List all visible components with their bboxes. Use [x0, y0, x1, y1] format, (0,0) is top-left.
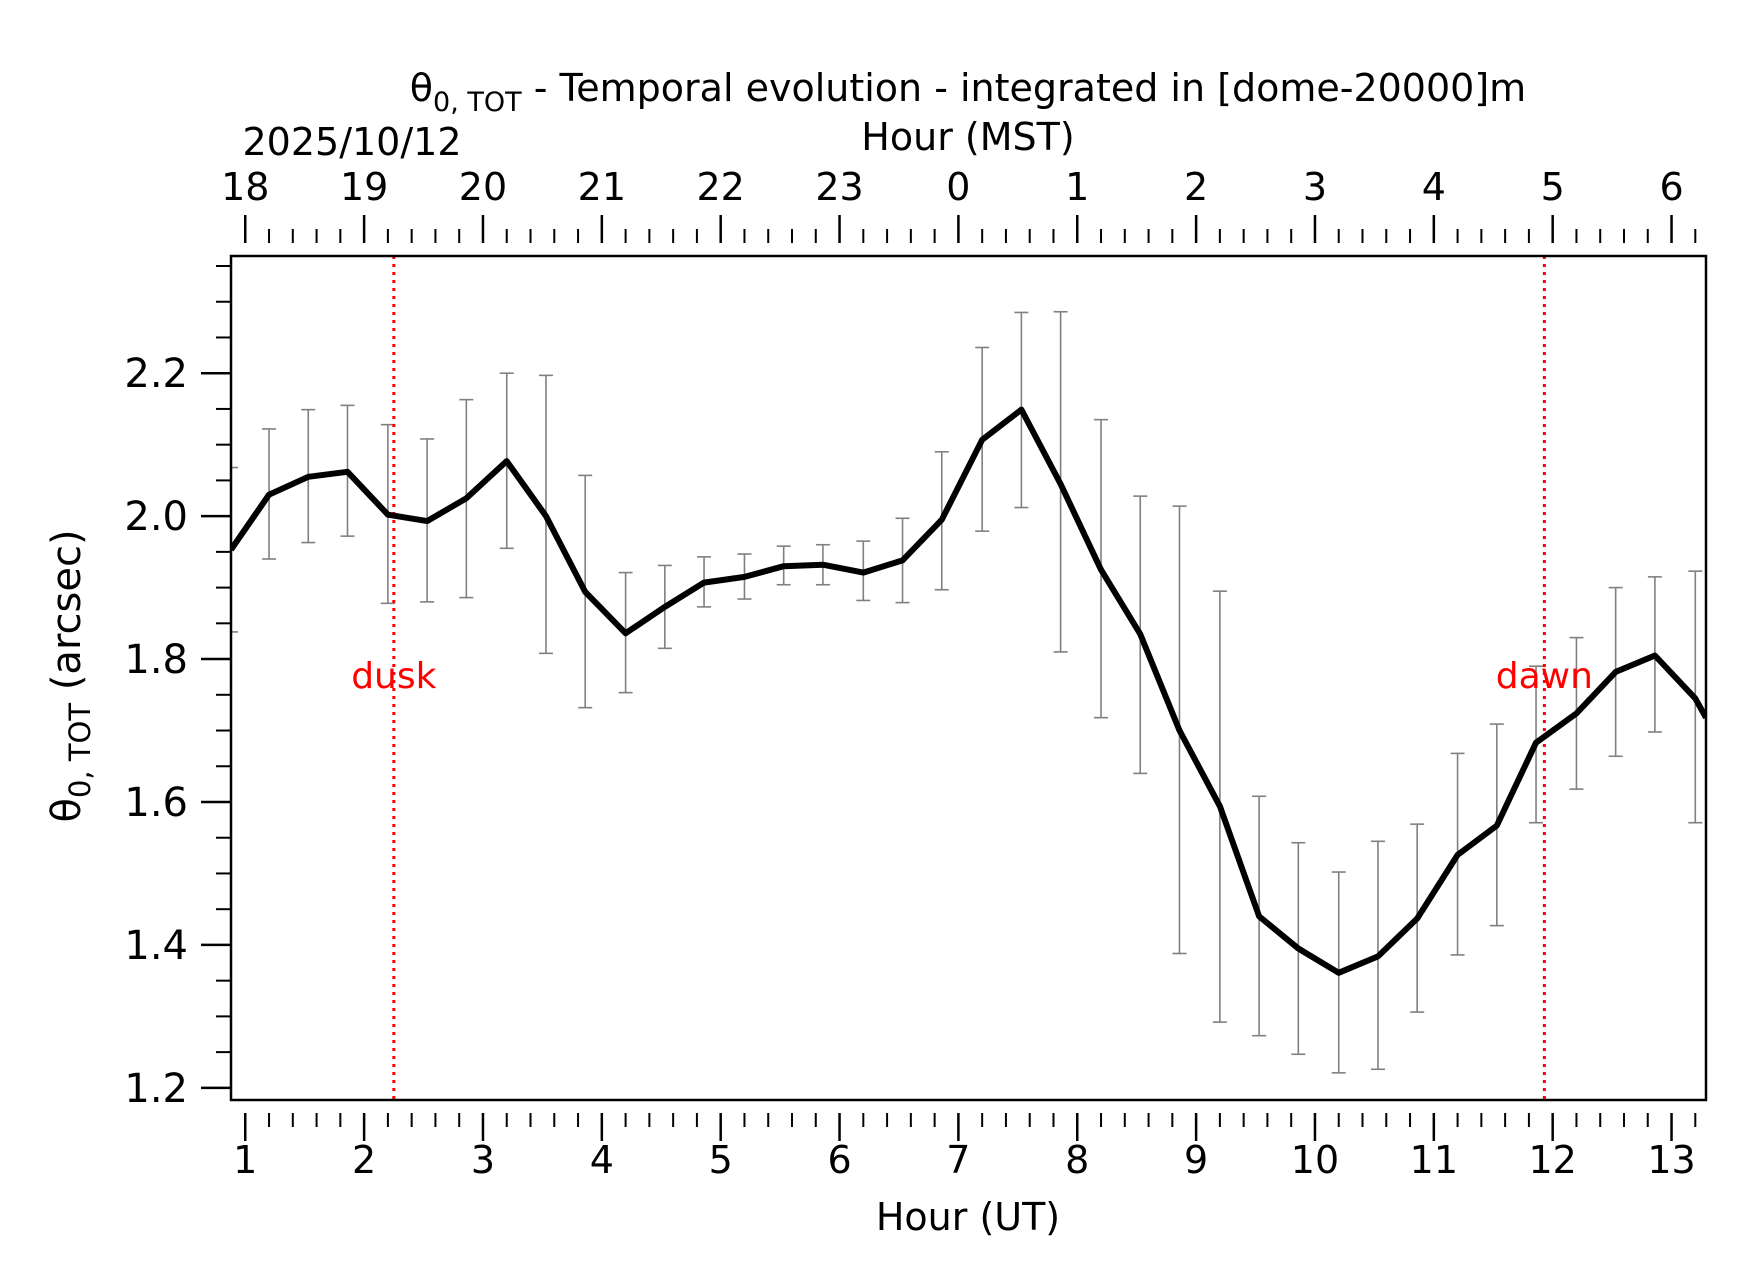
x-tick-label: 10 — [1291, 1138, 1339, 1182]
date-label: 2025/10/12 — [242, 120, 461, 164]
x-tick-label: 3 — [471, 1138, 495, 1182]
plot-area: dusk dawn — [231, 256, 1706, 1100]
axes: 1182193204215226237081921031141251361.21… — [124, 165, 1708, 1182]
x-tick-label: 8 — [1065, 1138, 1089, 1182]
plot-frame — [229, 254, 1708, 1102]
x2-tick-label: 18 — [221, 165, 269, 209]
top-axis-label: Hour (MST) — [861, 115, 1074, 159]
chart-title: θ0, TOT - Temporal evolution - integrate… — [410, 66, 1526, 118]
x2-tick-label: 20 — [459, 165, 507, 209]
y-tick-label: 1.6 — [124, 780, 188, 826]
x-tick-label: 13 — [1647, 1138, 1695, 1182]
dusk-label: dusk — [351, 656, 436, 697]
x-tick-label: 6 — [827, 1138, 851, 1182]
x2-tick-label: 22 — [697, 165, 745, 209]
dawn-label: dawn — [1496, 656, 1593, 697]
x2-tick-label: 23 — [815, 165, 863, 209]
x-tick-label: 2 — [352, 1138, 376, 1182]
x2-tick-label: 3 — [1303, 165, 1327, 209]
x2-tick-label: 1 — [1065, 165, 1089, 209]
y-tick-label: 1.4 — [124, 923, 188, 969]
x2-tick-label: 19 — [340, 165, 388, 209]
x-tick-label: 11 — [1410, 1138, 1458, 1182]
error-bar — [231, 466, 238, 633]
x2-tick-label: 6 — [1659, 165, 1683, 209]
x2-tick-label: 21 — [578, 165, 626, 209]
chart-title-text: - Temporal evolution - integrated in [do… — [522, 66, 1527, 110]
y-tick-label: 1.8 — [124, 637, 188, 683]
y-tick-label: 2.2 — [124, 351, 188, 397]
y-axis-label-text: (arcsec) — [44, 529, 90, 702]
x-tick-label: 7 — [946, 1138, 970, 1182]
chart-title-symbol: θ — [410, 66, 433, 110]
x2-tick-label: 4 — [1422, 165, 1446, 209]
x-tick-label: 9 — [1184, 1138, 1208, 1182]
x2-tick-label: 0 — [946, 165, 970, 209]
plot-content — [231, 256, 1706, 1100]
series-line — [231, 406, 1706, 976]
y-axis-label: θ0, TOT (arcsec) — [44, 529, 97, 822]
x-tick-label: 5 — [709, 1138, 733, 1182]
x-tick-label: 1 — [233, 1138, 257, 1182]
x-tick-label: 4 — [590, 1138, 614, 1182]
y-axis-label-subscript: 0, TOT — [63, 703, 97, 798]
y-tick-label: 1.2 — [124, 1066, 188, 1112]
x-axis-label: Hour (UT) — [876, 1195, 1060, 1239]
x-tick-label: 12 — [1528, 1138, 1576, 1182]
x2-tick-label: 5 — [1541, 165, 1565, 209]
x2-tick-label: 2 — [1184, 165, 1208, 209]
y-axis-label-symbol: θ — [44, 798, 90, 822]
y-tick-label: 2.0 — [124, 494, 188, 540]
chart-title-subscript: 0, TOT — [433, 87, 522, 118]
